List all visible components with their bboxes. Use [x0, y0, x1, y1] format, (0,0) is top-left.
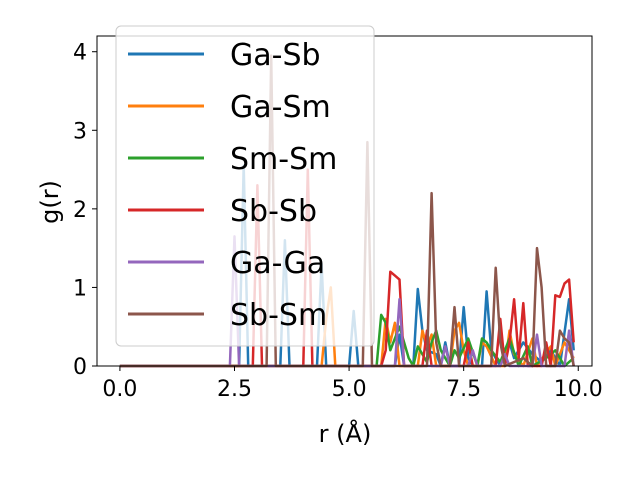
x-tick-label: 2.5	[217, 377, 252, 402]
legend-label-3: Sb-Sb	[230, 194, 317, 229]
y-axis-label: g(r)	[36, 180, 64, 224]
legend-label-2: Sm-Sm	[230, 142, 337, 177]
y-tick-label: 3	[73, 119, 87, 144]
y-tick-label: 1	[73, 276, 87, 301]
x-ticks: 0.0 2.5 5.0 7.5 10.0	[102, 366, 603, 402]
x-tick-label: 10.0	[554, 377, 603, 402]
legend-label-1: Ga-Sm	[230, 90, 331, 125]
x-tick-label: 0.0	[102, 377, 137, 402]
legend-label-4: Ga-Ga	[230, 246, 325, 281]
y-tick-label: 0	[73, 355, 87, 380]
x-tick-label: 5.0	[332, 377, 367, 402]
y-tick-label: 2	[73, 198, 87, 223]
x-tick-label: 7.5	[446, 377, 481, 402]
x-axis-label: r (Å)	[319, 419, 372, 448]
y-ticks: 0 1 2 3 4	[73, 41, 97, 380]
legend-label-0: Ga-Sb	[230, 38, 321, 73]
y-tick-label: 4	[73, 41, 87, 66]
legend: Ga-Sb Ga-Sm Sm-Sm Sb-Sb Ga-Ga Sb-Sm	[115, 25, 375, 347]
legend-label-5: Sb-Sm	[230, 298, 327, 333]
